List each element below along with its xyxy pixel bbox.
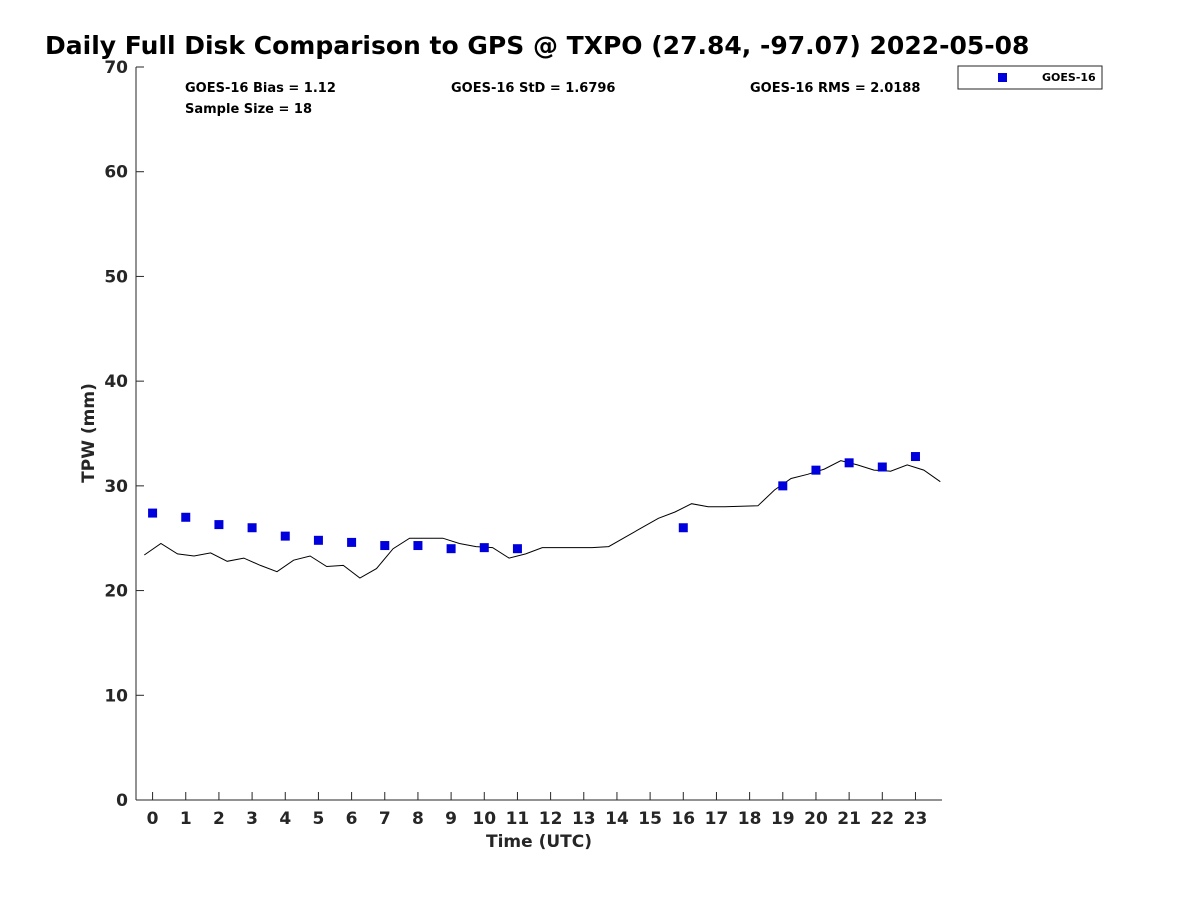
legend: GOES-16 <box>957 65 1103 90</box>
goes16-point <box>280 531 290 541</box>
x-tick-label: 3 <box>246 809 258 829</box>
x-tick-label: 17 <box>705 809 729 829</box>
goes16-point <box>446 544 456 554</box>
x-tick-label: 14 <box>605 809 629 829</box>
goes16-point <box>778 481 788 491</box>
stats-block: GOES-16 Bias = 1.12 GOES-16 StD = 1.6796… <box>185 81 920 117</box>
x-tick-label: 20 <box>804 809 828 829</box>
x-tick-label: 10 <box>472 809 496 829</box>
goes16-series <box>148 452 920 554</box>
goes16-point <box>380 541 390 551</box>
goes16-point <box>811 465 821 475</box>
x-tick-label: 11 <box>506 809 530 829</box>
goes16-point <box>512 544 522 554</box>
goes16-point <box>877 462 887 472</box>
x-tick-label: 12 <box>539 809 563 829</box>
goes16-point <box>844 458 854 468</box>
goes16-point <box>910 452 920 462</box>
y-tick-label: 10 <box>104 686 128 706</box>
x-axis-label: Time (UTC) <box>486 832 592 852</box>
legend-goes16-label: GOES-16 <box>1042 71 1096 84</box>
y-ticks: 0 10 20 30 40 50 60 70 <box>104 58 144 811</box>
legend-box <box>957 65 1103 90</box>
x-tick-label: 21 <box>837 809 861 829</box>
sample-size-stat: Sample Size = 18 <box>185 102 312 117</box>
x-tick-label: 7 <box>379 809 391 829</box>
gps-series-line <box>144 460 941 579</box>
x-tick-label: 13 <box>572 809 596 829</box>
axes <box>135 67 942 801</box>
rms-stat: GOES-16 RMS = 2.0188 <box>750 81 920 96</box>
gps-series <box>144 460 941 579</box>
y-tick-label: 40 <box>104 372 128 392</box>
y-tick-label: 70 <box>104 58 128 78</box>
y-tick-label: 50 <box>104 267 128 287</box>
y-axis-label: TPW (mm) <box>79 383 99 483</box>
x-tick-label: 2 <box>213 809 225 829</box>
x-tick-label: 23 <box>904 809 928 829</box>
goes16-point <box>413 541 423 551</box>
goes16-point <box>479 543 489 553</box>
goes16-point <box>247 523 257 533</box>
goes16-point <box>214 520 224 530</box>
goes16-point <box>148 508 158 518</box>
goes16-point <box>347 537 357 547</box>
std-stat: GOES-16 StD = 1.6796 <box>451 81 615 96</box>
y-tick-label: 20 <box>104 582 128 602</box>
x-tick-label: 9 <box>445 809 457 829</box>
bias-stat: GOES-16 Bias = 1.12 <box>185 81 336 96</box>
x-tick-label: 4 <box>279 809 291 829</box>
goes16-point <box>678 523 688 533</box>
x-tick-label: 19 <box>771 809 795 829</box>
chart-title: Daily Full Disk Comparison to GPS @ TXPO… <box>45 31 1029 60</box>
y-tick-label: 60 <box>104 163 128 183</box>
x-tick-label: 16 <box>671 809 695 829</box>
x-ticks: 0 1 2 3 4 5 6 7 8 9 10 11 12 13 14 15 16 17 18 19 20 21 22 23 <box>147 792 928 829</box>
legend-goes16-marker <box>998 73 1007 82</box>
y-tick-label: 0 <box>116 791 128 811</box>
x-tick-label: 8 <box>412 809 424 829</box>
x-tick-label: 1 <box>180 809 192 829</box>
y-tick-label: 30 <box>104 477 128 497</box>
goes16-point <box>181 512 191 522</box>
x-tick-label: 15 <box>638 809 662 829</box>
x-tick-label: 6 <box>346 809 358 829</box>
x-tick-label: 0 <box>147 809 159 829</box>
goes16-point <box>313 535 323 545</box>
x-tick-label: 22 <box>870 809 894 829</box>
x-tick-label: 5 <box>313 809 325 829</box>
x-tick-label: 18 <box>738 809 762 829</box>
